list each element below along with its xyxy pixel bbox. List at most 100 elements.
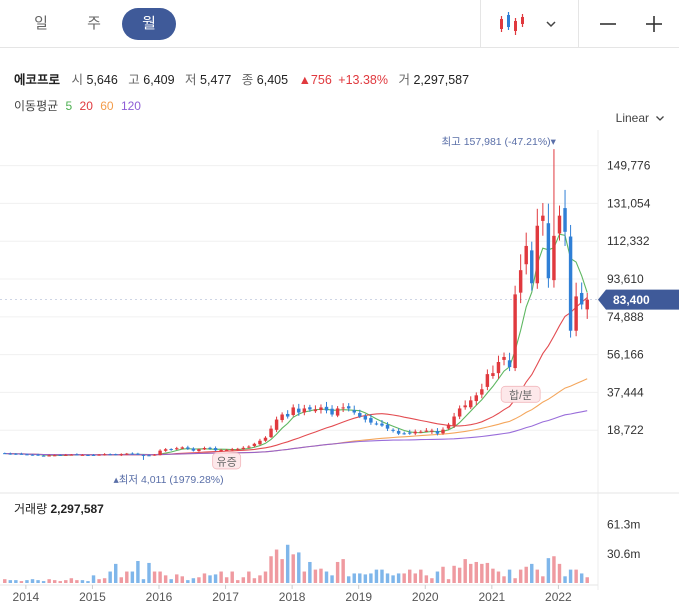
candle-body	[496, 362, 501, 374]
candle-body	[219, 450, 223, 452]
volume-bar	[141, 579, 146, 583]
tab-week[interactable]: 주	[87, 15, 101, 32]
ma-5: 5	[65, 99, 73, 113]
candle-body	[463, 405, 467, 408]
candle-body	[274, 419, 279, 430]
volume-bar	[147, 562, 151, 583]
volume-value: 2,297,587	[413, 73, 470, 87]
candle-body	[136, 453, 140, 455]
candle-body	[258, 440, 262, 445]
candle-body	[346, 406, 351, 409]
volume-bar	[446, 579, 451, 583]
tab-month[interactable]: 월	[122, 8, 176, 40]
volume-bar	[69, 578, 74, 583]
volume-bar	[568, 569, 573, 583]
candle-body	[69, 454, 74, 456]
volume-bar	[3, 579, 7, 583]
volume-bar	[491, 568, 495, 583]
volume-bar	[496, 571, 501, 583]
candle-body	[563, 208, 567, 232]
low-label: 저	[185, 73, 197, 87]
candle-body	[147, 455, 151, 457]
candle-body	[152, 454, 157, 456]
ma-120-line	[4, 410, 588, 456]
volume-bar	[263, 571, 268, 583]
candle-body	[269, 428, 273, 438]
candle-body	[102, 454, 107, 456]
candle-body	[86, 455, 90, 457]
candle-body	[313, 409, 318, 412]
candle-body	[247, 446, 251, 448]
candle-body	[413, 431, 417, 434]
y-tick-label: 37,444	[607, 385, 644, 399]
volume-bar	[457, 567, 462, 583]
volume-bar	[136, 561, 140, 583]
tab-day[interactable]: 일	[34, 15, 48, 32]
ma-60-line	[4, 378, 588, 456]
candle-body	[197, 449, 201, 452]
candle-body	[252, 443, 257, 446]
candle-body	[280, 414, 284, 421]
volume-bar	[285, 544, 290, 583]
candle-body	[518, 270, 523, 293]
volume-bar	[413, 573, 417, 583]
volume-bar	[280, 559, 284, 583]
x-tick-label: 2015	[79, 590, 106, 604]
volume-bar	[419, 569, 423, 583]
candle-body	[180, 447, 185, 449]
x-tick-label: 2016	[146, 590, 173, 604]
scale-label: Linear	[615, 111, 649, 125]
volume-bar	[75, 580, 79, 583]
volume-bar	[291, 554, 295, 583]
candle-body	[480, 389, 484, 395]
ma-60: 60	[100, 99, 114, 113]
volume-bar	[469, 563, 473, 583]
candle-body	[507, 360, 512, 368]
candle-body	[402, 433, 406, 435]
volume-bar	[424, 575, 429, 583]
candle-body	[358, 413, 362, 417]
low-value: 5,477	[200, 73, 232, 87]
candlestick-icon	[500, 12, 524, 35]
volume-bar	[319, 568, 323, 583]
candle-body	[58, 454, 62, 456]
x-tick-label: 2020	[412, 590, 439, 604]
candle-body	[80, 454, 85, 456]
scale-selector[interactable]: Linear	[616, 111, 665, 125]
candle-body	[485, 374, 490, 387]
volume-bar	[97, 579, 101, 583]
candle-body	[141, 454, 146, 456]
volume-bar	[102, 578, 107, 583]
volume-bar	[585, 577, 589, 583]
zoom-out-button[interactable]	[594, 8, 622, 40]
volume-bar	[530, 563, 534, 583]
change-value: ▲756	[298, 73, 332, 87]
candle-body	[524, 245, 528, 265]
candle-body	[341, 407, 345, 409]
volume-bar	[163, 575, 168, 583]
chart-type-button[interactable]	[492, 8, 532, 40]
volume-tick-label: 30.6m	[607, 547, 640, 561]
candle-body	[36, 454, 40, 456]
candle-body	[435, 431, 440, 434]
event-label: 합/분	[509, 389, 532, 402]
moving-average-legend[interactable]: 이동평균 5 20 60 120	[14, 97, 141, 114]
volume-bar	[452, 565, 456, 583]
volume-bar	[224, 577, 229, 583]
candle-body	[130, 453, 135, 455]
candle-body	[469, 400, 473, 408]
volume-bar	[80, 580, 85, 583]
chart-type-dropdown[interactable]	[540, 8, 562, 40]
volume-bar	[64, 580, 68, 583]
candle-body	[91, 454, 96, 456]
zoom-in-button[interactable]	[640, 8, 668, 40]
volume-bar	[385, 573, 390, 583]
candle-body	[530, 250, 534, 284]
change-percent: +13.38%	[338, 73, 388, 87]
volume-bar	[86, 581, 90, 583]
ma-5-line	[4, 233, 588, 456]
volume-bar	[219, 571, 223, 583]
volume-bar	[463, 559, 467, 583]
volume-bar	[507, 569, 512, 583]
